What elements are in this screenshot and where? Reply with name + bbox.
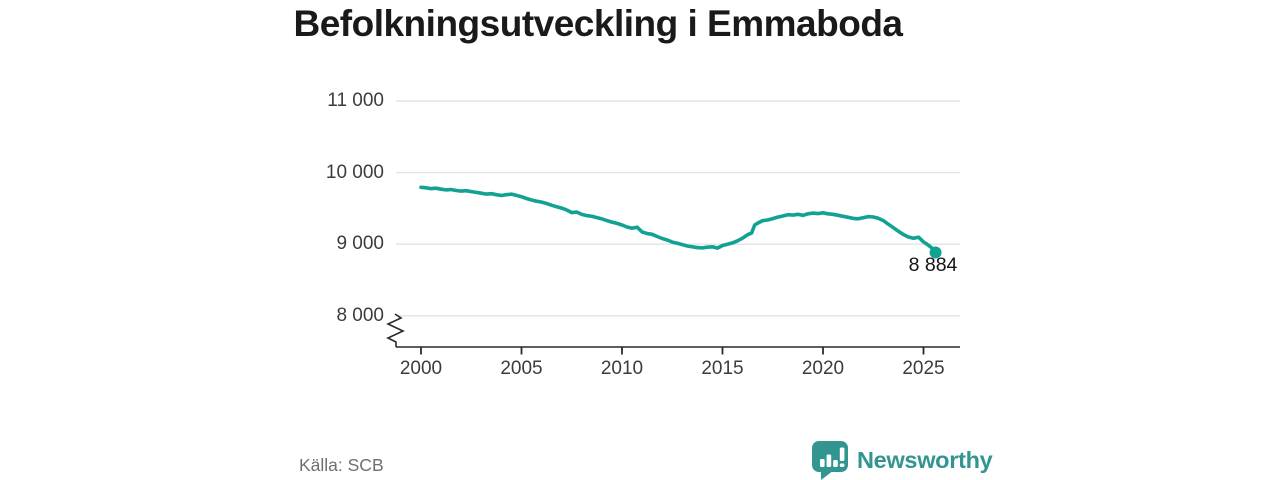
source-note: Källa: SCB — [299, 455, 384, 475]
x-tick-label: 2020 — [801, 358, 845, 379]
x-tick-label: 2015 — [701, 358, 744, 379]
end-value-label: 8 884 — [908, 254, 958, 276]
y-tick-label: 9 000 — [336, 233, 384, 255]
y-tick-label: 8 000 — [336, 304, 384, 326]
x-tick-label: 2005 — [500, 358, 543, 379]
x-tick-label: 2025 — [902, 358, 945, 379]
brand-logo: Newsworthy — [811, 440, 993, 480]
population-line — [419, 185, 938, 255]
end-point-marker — [929, 246, 942, 259]
x-tick-label: 2000 — [399, 358, 443, 379]
page-title: Befolkningsutveckling i Emmaboda — [293, 3, 903, 44]
axis-break-icon — [386, 313, 405, 347]
y-tick-label: 10 000 — [325, 161, 384, 183]
y-tick-label: 11 000 — [327, 90, 384, 111]
brand-name: Newsworthy — [857, 447, 993, 473]
x-tick-label: 2010 — [600, 358, 644, 379]
bar-chart-speech-bubble-icon — [812, 441, 848, 480]
